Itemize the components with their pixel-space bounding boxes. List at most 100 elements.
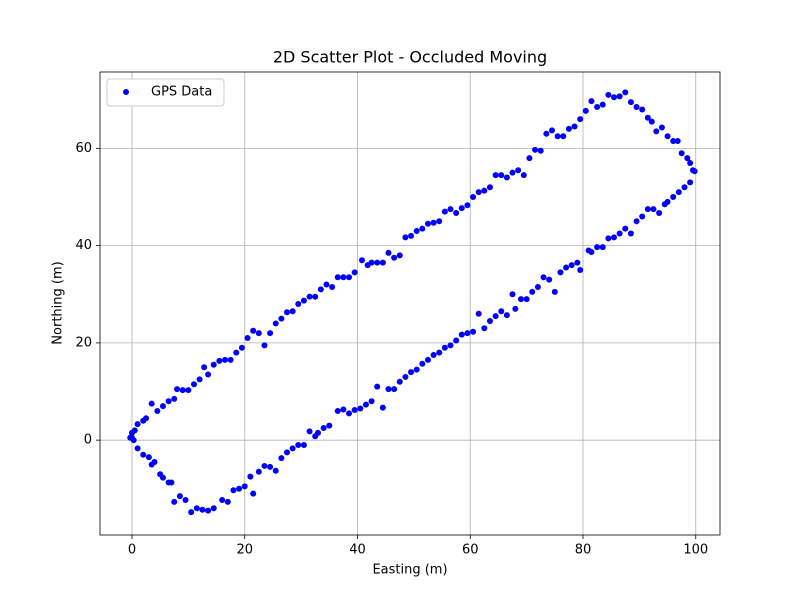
point — [300, 442, 307, 449]
point — [577, 116, 584, 123]
point — [661, 201, 668, 208]
y-tick-label: 20 — [75, 335, 92, 350]
point — [171, 395, 178, 402]
point — [681, 184, 688, 191]
point — [224, 498, 231, 505]
point — [648, 118, 655, 125]
point — [568, 262, 575, 269]
legend-label: GPS Data — [151, 85, 212, 100]
y-tick-label: 40 — [75, 238, 92, 253]
point — [238, 344, 245, 351]
point — [430, 352, 437, 359]
point — [368, 398, 375, 405]
point — [650, 206, 657, 213]
point — [284, 449, 291, 456]
point — [233, 349, 240, 356]
point — [509, 291, 516, 298]
point — [627, 230, 634, 237]
point — [340, 406, 347, 413]
point — [436, 349, 443, 356]
point — [503, 174, 510, 181]
point — [419, 225, 426, 232]
point — [289, 308, 296, 315]
point — [639, 106, 646, 113]
y-tick-label: 60 — [75, 141, 92, 156]
point — [408, 369, 415, 376]
point — [250, 490, 257, 497]
point — [148, 461, 155, 468]
point — [670, 193, 677, 200]
point — [190, 381, 197, 388]
point — [678, 150, 685, 157]
point — [346, 410, 353, 417]
point — [199, 506, 206, 513]
point — [334, 274, 341, 281]
point — [185, 387, 192, 394]
point — [633, 104, 640, 111]
point — [408, 232, 415, 239]
point — [351, 269, 358, 276]
point — [278, 315, 285, 322]
point — [306, 293, 313, 300]
point — [563, 264, 570, 271]
point — [374, 259, 381, 266]
point — [174, 386, 181, 393]
point — [391, 254, 398, 261]
point — [653, 128, 660, 135]
point — [424, 220, 431, 227]
x-tick-label: 80 — [575, 543, 592, 558]
point — [670, 138, 677, 145]
point — [402, 373, 409, 380]
point — [221, 356, 228, 363]
point — [611, 234, 618, 241]
point — [134, 445, 141, 452]
point — [205, 507, 212, 514]
point — [458, 205, 465, 212]
point — [486, 184, 493, 191]
point — [548, 127, 555, 134]
point — [300, 297, 307, 304]
point — [317, 286, 324, 293]
point — [565, 125, 572, 132]
point — [498, 172, 505, 179]
point — [261, 462, 268, 469]
point — [128, 434, 135, 441]
point — [413, 228, 420, 235]
point — [362, 401, 369, 408]
point — [278, 455, 285, 462]
point — [475, 310, 482, 317]
point — [396, 252, 403, 259]
point — [379, 259, 386, 266]
point — [247, 473, 254, 480]
point — [594, 244, 601, 251]
point — [334, 407, 341, 414]
point — [644, 114, 651, 121]
point — [295, 300, 302, 307]
point — [622, 225, 629, 232]
point — [216, 357, 223, 364]
point — [675, 189, 682, 196]
point — [159, 403, 166, 410]
point — [284, 309, 291, 316]
point — [157, 471, 164, 478]
point — [244, 335, 251, 342]
point — [358, 257, 365, 264]
point — [340, 274, 347, 281]
point — [391, 386, 398, 393]
point — [546, 276, 553, 283]
point — [557, 269, 564, 276]
point — [148, 400, 155, 407]
point — [616, 230, 623, 237]
point — [255, 468, 262, 475]
point — [272, 320, 279, 327]
point — [582, 107, 589, 114]
point — [520, 172, 527, 179]
point — [241, 483, 248, 490]
point — [196, 376, 203, 383]
point — [526, 155, 533, 162]
point — [517, 296, 524, 303]
point — [509, 169, 516, 176]
point — [585, 247, 592, 254]
point — [436, 218, 443, 225]
point — [441, 344, 448, 351]
